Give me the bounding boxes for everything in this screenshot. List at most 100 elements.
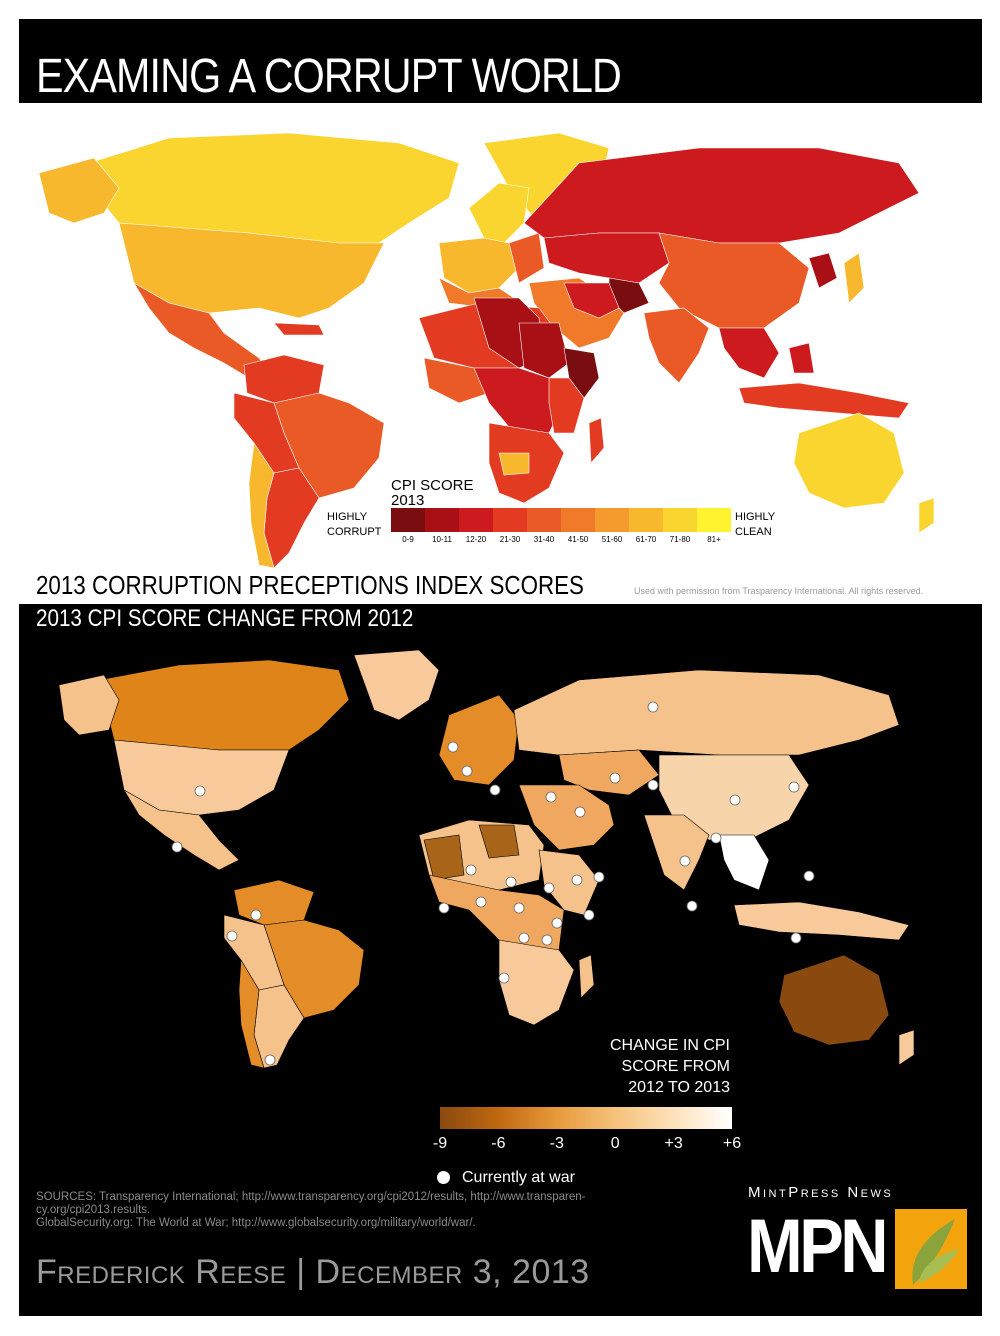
change-legend-title: CHANGE IN CPI SCORE FROM 2012 TO 2013 — [610, 1035, 730, 1098]
new-zealand-change — [898, 1029, 915, 1066]
war-marker — [593, 871, 605, 883]
war-marker — [609, 772, 621, 784]
caribbean-region — [273, 322, 325, 336]
cpi-color-scale — [391, 508, 731, 532]
legend-title-line2: 2013 — [391, 492, 425, 509]
war-marker — [171, 841, 183, 853]
leaf-icon — [895, 1209, 967, 1289]
europe-change — [438, 694, 520, 786]
legend-title: CPI SCORE 2013 — [391, 478, 474, 508]
highly-corrupt-line1: HIGHLY — [327, 511, 368, 523]
madagascar-region — [588, 417, 605, 464]
cpi-bin-swatch — [561, 508, 595, 532]
war-marker — [679, 855, 691, 867]
war-marker — [790, 932, 802, 944]
change-tick-label: -6 — [491, 1135, 506, 1152]
east-africa-region — [548, 377, 585, 434]
indonesia-region — [738, 382, 910, 419]
cpi-bin-label: 51-60 — [601, 535, 623, 544]
cpi-bin-swatch — [459, 508, 493, 532]
madagascar-change — [578, 954, 595, 999]
change-color-scale — [440, 1107, 732, 1129]
highly-clean-line2: CLEAN — [735, 526, 772, 538]
cpi-bin-swatch — [629, 508, 663, 532]
colombia-venezuela-change — [233, 879, 315, 926]
cpi-bin-label: 61-70 — [635, 535, 657, 544]
cpi-bin-swatch — [527, 508, 561, 532]
war-marker — [447, 741, 459, 753]
war-legend-dot — [437, 1171, 450, 1184]
war-marker — [541, 934, 553, 946]
change-tick-label: -3 — [549, 1135, 564, 1152]
war-marker — [686, 900, 698, 912]
cpi-bin-label: 21-30 — [499, 535, 521, 544]
cpi-2013-world-map — [38, 132, 935, 569]
western-europe-region — [438, 237, 520, 294]
horn-of-africa-region — [563, 347, 600, 399]
australia-change — [778, 954, 890, 1046]
cpi-change-world-map — [58, 649, 915, 1069]
author-date-byline: Frederick Reese | December 3, 2013 — [36, 1253, 590, 1291]
botswana-region — [498, 452, 530, 476]
central-asia-region — [543, 232, 670, 284]
russia-region — [523, 147, 920, 244]
alaska-region — [38, 157, 120, 224]
war-marker — [729, 794, 741, 806]
cpi-bin-swatch — [663, 508, 697, 532]
japan-region — [843, 252, 865, 304]
cpi-bin-swatch — [425, 508, 459, 532]
sources-text: SOURCES: Transparency International; htt… — [36, 1191, 726, 1230]
new-zealand-region — [918, 497, 935, 534]
cpi-bin-label: 12-20 — [465, 535, 487, 544]
war-marker — [461, 765, 473, 777]
chile-region — [248, 442, 275, 569]
war-marker — [489, 784, 501, 796]
war-marker — [574, 806, 586, 818]
war-marker — [545, 791, 557, 803]
page-title: EXAMING A CORRUPT WORLD — [36, 50, 622, 103]
war-marker — [583, 909, 595, 921]
war-marker — [788, 781, 800, 793]
sources-line3: GlobalSecurity.org: The World at War; ht… — [36, 1217, 476, 1229]
highly-corrupt-line2: CORRUPT — [327, 526, 382, 538]
russia-change — [513, 669, 900, 756]
philippines-region — [788, 342, 815, 374]
highly-corrupt-label: HIGHLY CORRUPT — [327, 510, 381, 540]
scandinavia-region — [468, 182, 530, 244]
chile-change — [238, 959, 265, 1069]
cpi-bin-swatch — [595, 508, 629, 532]
mali-change — [423, 834, 465, 881]
war-marker — [226, 930, 238, 942]
war-markers — [171, 701, 815, 1066]
map2-title: 2013 CPI SCORE CHANGE FROM 2012 — [36, 605, 414, 632]
southeast-asia-region — [718, 327, 780, 379]
greenland-change — [353, 649, 440, 721]
australia-region — [793, 412, 905, 509]
war-marker — [710, 832, 722, 844]
alaska-change — [58, 674, 120, 736]
libya-change — [478, 824, 520, 859]
cpi-bin-label: 0-9 — [402, 535, 414, 544]
cpi-change-legend: CHANGE IN CPI SCORE FROM 2012 TO 2013 -9… — [426, 1035, 756, 1180]
indonesia-change — [733, 901, 910, 941]
legend-title-line1: CPI SCORE — [391, 477, 474, 494]
canada-change — [98, 659, 350, 751]
iran-iraq-region — [563, 282, 620, 319]
sources-line2: cy.org/cpi2013.results. — [36, 1204, 151, 1216]
war-marker — [647, 701, 659, 713]
permission-credit: Used with permission from Trasparency In… — [634, 586, 924, 596]
cpi-score-legend: CPI SCORE 2013 HIGHLY CORRUPT HIGHLY CLE… — [327, 478, 797, 548]
cpi-bin-labels: 0-9 10-11 12-20 21-30 31-40 41-50 51-60 61-70 71… — [391, 535, 731, 547]
change-legend-line2: SCORE FROM — [621, 1058, 730, 1075]
highly-clean-line1: HIGHLY — [735, 511, 776, 523]
war-marker — [647, 779, 659, 791]
war-marker — [518, 932, 530, 944]
cpi-bin-swatch — [697, 508, 731, 532]
war-marker — [543, 882, 555, 894]
war-marker — [438, 902, 450, 914]
cpi-bin-swatch — [391, 508, 425, 532]
mexico-change — [123, 789, 240, 871]
map1-caption-strip: 2013 CORRUPTION PRECEPTIONS INDEX SCORES… — [19, 570, 982, 604]
central-asia-change — [558, 749, 660, 796]
cpi-bin-label: 71-80 — [669, 535, 691, 544]
